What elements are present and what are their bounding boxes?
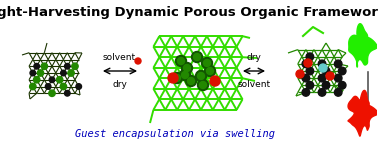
Circle shape [306,81,314,89]
Circle shape [175,56,186,66]
Circle shape [76,84,82,89]
Circle shape [60,70,66,76]
Circle shape [335,60,342,68]
Circle shape [30,70,36,76]
Circle shape [68,70,74,76]
Circle shape [201,58,212,69]
Circle shape [34,77,40,83]
Circle shape [168,73,178,83]
Circle shape [183,64,191,72]
Text: Guest encapsulation via swelling: Guest encapsulation via swelling [75,129,275,139]
Circle shape [197,79,209,90]
Circle shape [195,71,206,82]
Circle shape [72,63,78,69]
Circle shape [187,77,195,85]
Circle shape [34,63,39,69]
Circle shape [302,60,310,68]
Circle shape [181,72,189,79]
Text: Light-Harvesting Dynamic Porous Organic Framework: Light-Harvesting Dynamic Porous Organic … [0,6,378,19]
Circle shape [45,84,51,89]
Circle shape [302,74,310,82]
Circle shape [338,67,346,75]
Circle shape [326,72,334,80]
Circle shape [172,72,183,84]
Circle shape [180,69,191,80]
Circle shape [319,64,327,72]
Circle shape [65,90,70,96]
Circle shape [210,76,220,86]
Circle shape [194,53,200,61]
Circle shape [318,74,326,82]
Circle shape [322,81,330,89]
Circle shape [206,67,214,74]
Circle shape [186,76,197,87]
Circle shape [338,81,346,89]
Circle shape [60,83,67,90]
Circle shape [302,89,310,96]
Circle shape [178,58,184,64]
Circle shape [37,70,44,76]
Circle shape [49,90,55,96]
Circle shape [174,74,181,82]
Circle shape [65,63,70,69]
Circle shape [192,51,203,63]
Circle shape [304,59,312,67]
Circle shape [204,66,215,77]
Circle shape [335,74,342,82]
Circle shape [197,72,204,79]
Text: dry: dry [113,80,127,89]
Polygon shape [349,24,377,67]
Circle shape [41,63,48,69]
Text: solvent,: solvent, [102,53,138,62]
Circle shape [29,83,36,90]
Circle shape [296,70,304,78]
Circle shape [49,77,55,83]
Polygon shape [348,90,378,136]
Circle shape [306,53,314,61]
Circle shape [335,89,342,96]
Circle shape [318,60,326,68]
Circle shape [56,77,63,83]
Circle shape [322,67,330,75]
Text: solvent: solvent [237,80,271,89]
Circle shape [200,82,206,88]
Circle shape [135,58,141,64]
Text: dry: dry [246,53,262,62]
Circle shape [318,89,326,96]
Circle shape [306,67,314,75]
Circle shape [181,63,192,74]
Circle shape [203,59,211,66]
